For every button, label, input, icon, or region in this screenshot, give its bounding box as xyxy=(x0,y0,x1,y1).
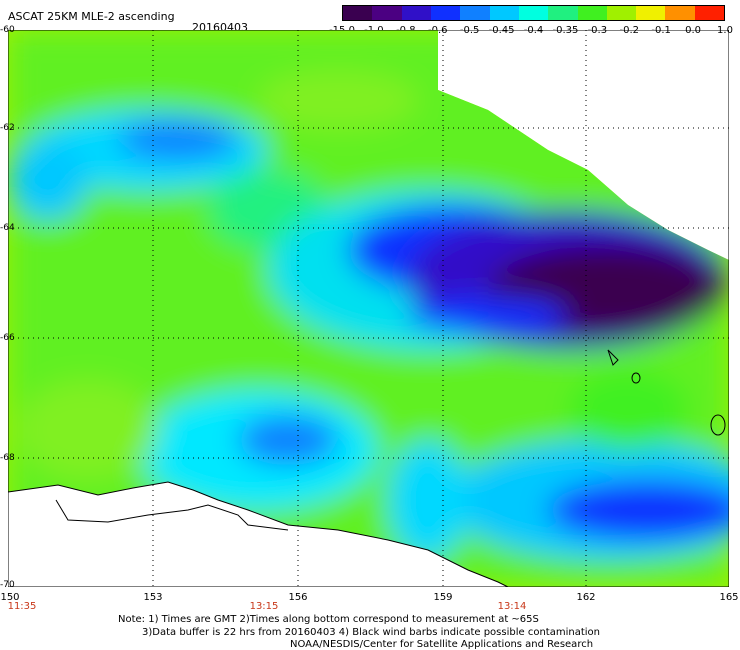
time-label: 13:14 xyxy=(497,601,527,612)
lat-label: -64 xyxy=(0,223,15,233)
color-scale-segment xyxy=(343,6,373,20)
color-scale-segment xyxy=(606,6,637,20)
note-line-1: Note: 1) Times are GMT 2)Times along bot… xyxy=(118,614,539,625)
time-label: 11:35 xyxy=(7,601,37,612)
map-title: ASCAT 25KM MLE-2 ascending xyxy=(8,10,175,23)
color-scale-segment xyxy=(430,6,461,20)
lat-label: -68 xyxy=(0,453,15,463)
lat-label: -70 xyxy=(0,580,15,590)
color-scale-segment xyxy=(401,6,431,20)
color-scale-bar xyxy=(342,5,725,21)
lon-label: 162 xyxy=(576,592,596,603)
lon-label: 153 xyxy=(143,592,163,603)
time-label: 13:15 xyxy=(249,601,279,612)
note-line-2: 3)Data buffer is 22 hrs from 20160403 4)… xyxy=(142,627,600,638)
lon-label: 159 xyxy=(433,592,453,603)
color-scale-segment xyxy=(372,6,402,20)
note-line-3: NOAA/NESDIS/Center for Satellite Applica… xyxy=(290,639,594,650)
lat-label: -62 xyxy=(0,123,15,133)
color-scale-segment xyxy=(577,6,607,20)
lon-label: 165 xyxy=(719,592,739,603)
color-scale-segment xyxy=(460,6,490,20)
color-scale-segment xyxy=(489,6,519,20)
color-scale-segment xyxy=(665,6,695,20)
lat-label: -60 xyxy=(0,25,15,35)
lon-label: 156 xyxy=(288,592,308,603)
ascat-map xyxy=(8,30,729,587)
color-scale-segment xyxy=(548,6,578,20)
lon-label: 150 xyxy=(0,592,20,603)
lat-label: -66 xyxy=(0,333,15,343)
color-scale-segment xyxy=(694,6,725,20)
color-scale-segment xyxy=(518,6,549,20)
color-scale-segment xyxy=(636,6,666,20)
